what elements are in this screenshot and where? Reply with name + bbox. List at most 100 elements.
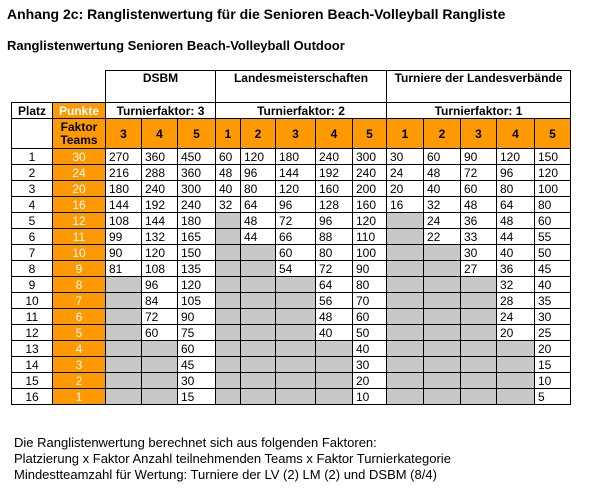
empty-cell <box>386 388 424 405</box>
platz-cell: 4 <box>11 196 53 213</box>
team-count-lm-1: 1 <box>215 118 241 149</box>
value-cell: 180 <box>275 148 316 165</box>
value-cell: 24 <box>423 212 461 229</box>
platz-cell: 14 <box>11 356 53 373</box>
empty-cell <box>423 244 461 261</box>
platz-cell: 5 <box>11 212 53 229</box>
value-cell: 54 <box>275 260 316 277</box>
value-cell: 60 <box>215 148 241 165</box>
value-cell: 165 <box>177 228 216 245</box>
empty-cell <box>141 372 178 389</box>
value-cell: 75 <box>177 324 216 341</box>
punkte-cell: 4 <box>52 340 106 357</box>
value-cell: 30 <box>177 372 216 389</box>
value-cell: 64 <box>240 196 276 213</box>
punkte-cell: 30 <box>52 148 106 165</box>
value-cell: 240 <box>141 180 178 197</box>
value-cell: 360 <box>141 148 178 165</box>
empty-cell <box>423 340 461 357</box>
empty-cell <box>315 356 353 373</box>
platz-header: Platz <box>11 102 53 119</box>
empty-cell <box>105 340 142 357</box>
table-row: 6 11 99 132 165 44 66 88 110 22 33 44 55 <box>11 228 571 245</box>
empty-cell <box>215 292 241 309</box>
value-cell: 84 <box>141 292 178 309</box>
value-cell: 180 <box>105 180 142 197</box>
platz-cell: 10 <box>11 292 53 309</box>
platz-cell: 3 <box>11 180 53 197</box>
value-cell: 20 <box>386 180 424 197</box>
value-cell: 135 <box>177 260 216 277</box>
value-cell: 200 <box>352 180 387 197</box>
value-cell: 15 <box>534 356 571 373</box>
empty-cell <box>460 372 497 389</box>
value-cell: 48 <box>215 164 241 181</box>
value-cell: 40 <box>496 244 535 261</box>
empty-cell <box>423 292 461 309</box>
empty-cell <box>386 308 424 325</box>
value-cell: 60 <box>534 212 571 229</box>
table-row: 2 24 216 288 360 48 96 144 192 240 24 48 72 96 120 <box>11 164 571 181</box>
value-cell: 160 <box>352 196 387 213</box>
empty-cell <box>275 388 316 405</box>
team-count-dsbm-2: 4 <box>141 118 178 149</box>
table-row: 5 12 108 144 180 48 72 96 120 24 36 48 60 <box>11 212 571 229</box>
empty-cell <box>315 388 353 405</box>
value-cell: 90 <box>352 260 387 277</box>
value-cell: 16 <box>386 196 424 213</box>
empty-cell <box>240 388 276 405</box>
team-count-lm-4: 4 <box>315 118 353 149</box>
value-cell: 120 <box>496 148 535 165</box>
empty-cell <box>460 292 497 309</box>
team-count-lv-4: 4 <box>496 118 535 149</box>
team-count-dsbm-3: 5 <box>177 118 216 149</box>
empty-cell <box>275 340 316 357</box>
empty-cell <box>460 388 497 405</box>
value-cell: 10 <box>534 372 571 389</box>
empty-cell <box>460 324 497 341</box>
value-cell: 20 <box>534 340 571 357</box>
empty-cell <box>423 324 461 341</box>
empty-cell <box>240 260 276 277</box>
empty-cell <box>240 372 276 389</box>
footnote-line-1: Die Ranglistenwertung berechnet sich aus… <box>14 435 377 450</box>
value-cell: 66 <box>275 228 316 245</box>
value-cell: 33 <box>460 228 497 245</box>
value-cell: 55 <box>534 228 571 245</box>
value-cell: 60 <box>460 180 497 197</box>
value-cell: 105 <box>177 292 216 309</box>
table-row: 14 3 45 30 15 <box>11 356 571 373</box>
turnierfaktor-lv: Turnierfaktor: 1 <box>386 102 571 119</box>
value-cell: 64 <box>315 276 353 293</box>
punkte-cell: 8 <box>52 276 106 293</box>
value-cell: 72 <box>460 164 497 181</box>
value-cell: 120 <box>177 276 216 293</box>
group-header-turniere-lv: Turniere der Landesverbände <box>386 70 571 103</box>
empty-cell <box>105 324 142 341</box>
platz-cell: 16 <box>11 388 53 405</box>
punkte-cell: 7 <box>52 292 106 309</box>
platz-cell: 1 <box>11 148 53 165</box>
value-cell: 81 <box>105 260 142 277</box>
platz-cell: 9 <box>11 276 53 293</box>
value-cell: 88 <box>315 228 353 245</box>
value-cell: 240 <box>352 164 387 181</box>
value-cell: 120 <box>141 244 178 261</box>
value-cell: 27 <box>460 260 497 277</box>
empty-cell <box>423 388 461 405</box>
empty-cell <box>141 356 178 373</box>
value-cell: 36 <box>460 212 497 229</box>
value-cell: 40 <box>215 180 241 197</box>
value-cell: 270 <box>105 148 142 165</box>
value-cell: 80 <box>352 276 387 293</box>
value-cell: 20 <box>496 324 535 341</box>
platz-cell: 7 <box>11 244 53 261</box>
value-cell: 30 <box>460 244 497 261</box>
empty-cell <box>423 356 461 373</box>
value-cell: 15 <box>177 388 216 405</box>
value-cell: 45 <box>177 356 216 373</box>
value-cell: 60 <box>177 340 216 357</box>
value-cell: 64 <box>496 196 535 213</box>
value-cell: 120 <box>275 180 316 197</box>
footnote: Die Ranglistenwertung berechnet sich aus… <box>14 435 451 483</box>
